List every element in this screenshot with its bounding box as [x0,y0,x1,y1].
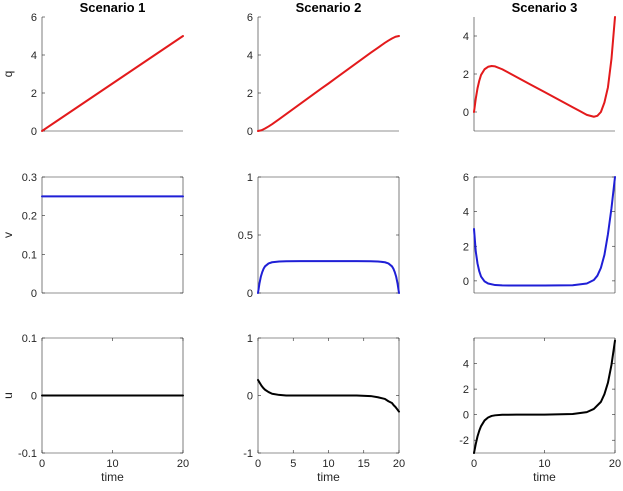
panel-r1c1-title: Scenario 1 [80,0,146,15]
panel-r3c3-xlabel: time [533,470,556,484]
panel-r1c2-series-q-line [257,35,400,132]
panel-r3c1-ytick-label-2: 0.1 [22,333,37,345]
panel-r3c2-ytick-label-2: 1 [247,333,253,345]
panel-r1c2-ytick-label-3: 6 [247,12,253,24]
panel-r3c1-xlabel: time [101,470,124,484]
panel-r2c3-ytick-label-2: 4 [463,207,469,219]
panel-r3c2-xtick-label-0: 0 [255,458,261,470]
panel-r3c2-xlabel: time [317,470,340,484]
panel-r2c3-ytick-label-0: 0 [463,276,469,288]
panel-r2c3-ytick-label-3: 6 [463,172,469,184]
panel-r1c2-ytick-label-1: 2 [247,88,253,100]
panel-r3c3-xtick-label-1: 10 [538,458,550,470]
panel-r1c1-ylabel: q [1,71,15,78]
panel-r2c1: 0 0.1 0.2 0.3 v [1,172,184,300]
panel-r1c1: 0 2 4 6 Scenario 1 q [1,0,184,138]
panel-r1c3-series-q-line [473,16,616,118]
panel-r3c3-ytick-label-2: 2 [463,384,469,396]
panel-r3c1-xtick-label-1: 10 [106,458,118,470]
panel-r2c1-ytick-label-1: 0.1 [22,249,37,261]
panel-r3c2-xtick-label-1: 5 [290,458,296,470]
panel-r3c3-xtick-label-2: 20 [609,458,621,470]
panel-r2c1-ytick-label-3: 0.3 [22,172,37,184]
panel-r1c3-ytick-label-0: 0 [463,107,469,119]
panel-r3c2-series-u-line [257,378,400,413]
panel-r1c3-ytick-label-2: 4 [463,31,469,43]
panel-r3c2-ytick-label-1: 0 [247,391,253,403]
panel-r3c3-ytick-label-0: -2 [459,435,469,447]
panel-r3c1-xtick-label-2: 20 [177,458,189,470]
panel-r2c2-series-v-line [257,260,400,294]
panel-r3c2-xtick-label-4: 20 [393,458,405,470]
panel-r1c2-ytick-label-2: 4 [247,50,253,62]
panel-r1c1-series-q-line [41,35,184,132]
panel-r2c2: 00.51 [238,172,400,300]
panel-r2c1-ytick-label-2: 0.2 [22,211,37,223]
panel-r1c1-ytick-label-2: 4 [31,50,37,62]
panel-r3c3-xtick-label-0: 0 [471,458,477,470]
panel-r1c3-title: Scenario 3 [512,0,578,15]
panel-r2c1-ytick-label-0: 0 [31,288,37,300]
panel-r2c3: 0 2 4 6 [463,172,616,294]
panel-r3c3-series-u-line [473,339,616,454]
panel-r1c3-ytick-label-1: 2 [463,69,469,81]
panel-r1c2-ytick-label-0: 0 [247,126,253,138]
panel-r2c2-ytick-label-0: 0 [247,288,253,300]
panel-r2c3-ytick-label-1: 2 [463,241,469,253]
panel-r1c3: 0 2 4 Scenario 3 [463,0,616,132]
panel-r2c3-series-v-line [473,176,616,287]
panel-r3c3-ytick-label-1: 0 [463,410,469,422]
panel-r3c1-ytick-label-1: 0 [31,391,37,403]
panel-r3c3-ytick-label-3: 4 [463,359,469,371]
panel-r3c1-xtick-label-0: 0 [39,458,45,470]
panel-r2c1-ylabel: v [1,232,15,238]
panel-r1c2-title: Scenario 2 [296,0,362,15]
panel-r3c1-ytick-label-0: -0.1 [18,448,37,460]
panel-r3c2-xtick-label-2: 10 [322,458,334,470]
panel-r3c2-ytick-label-0: -1 [243,448,253,460]
panel-r3c1-ylabel: u [1,392,15,399]
panel-r1c1-ytick-label-1: 2 [31,88,37,100]
panel-r1c1-ytick-label-0: 0 [31,126,37,138]
panel-r2c2-ytick-label-1: 0.5 [238,230,253,242]
panel-r3c2-xtick-label-3: 15 [358,458,370,470]
panel-r1c2: 0 2 4 6 Scenario 2 [247,0,400,138]
panel-r2c2-ytick-label-2: 1 [247,172,253,184]
panel-r1c1-ytick-label-3: 6 [31,12,37,24]
